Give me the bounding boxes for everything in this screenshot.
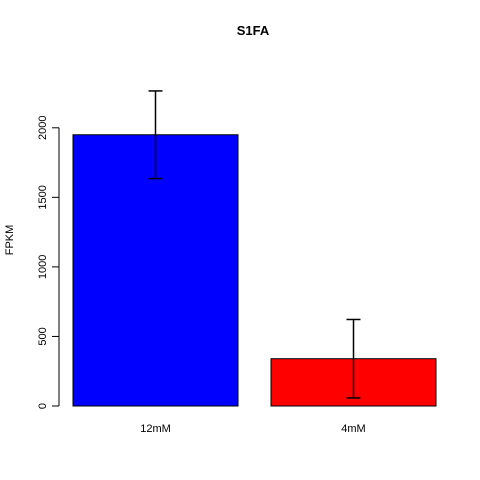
y-axis-label: FPKM — [4, 225, 16, 256]
error-bar-4mM — [346, 318, 361, 399]
y-tick-label: 500 — [37, 327, 49, 345]
y-tick-label: 0 — [37, 403, 49, 409]
error-bars-group — [148, 90, 361, 399]
x-tick-labels: 12mM 4mM — [140, 423, 366, 435]
x-tick-label-12mM: 12mM — [140, 423, 171, 435]
y-axis: 0 500 1000 1500 2000 — [37, 116, 60, 409]
error-bar-12mM — [148, 90, 163, 180]
y-tick-label: 1000 — [37, 255, 49, 279]
x-tick-label-4mM: 4mM — [341, 423, 365, 435]
y-tick-label: 2000 — [37, 116, 49, 140]
y-tick-label: 1500 — [37, 185, 49, 209]
chart-title: S1FA — [237, 23, 270, 38]
bars-group — [72, 134, 437, 407]
bar-12mM — [72, 134, 239, 407]
